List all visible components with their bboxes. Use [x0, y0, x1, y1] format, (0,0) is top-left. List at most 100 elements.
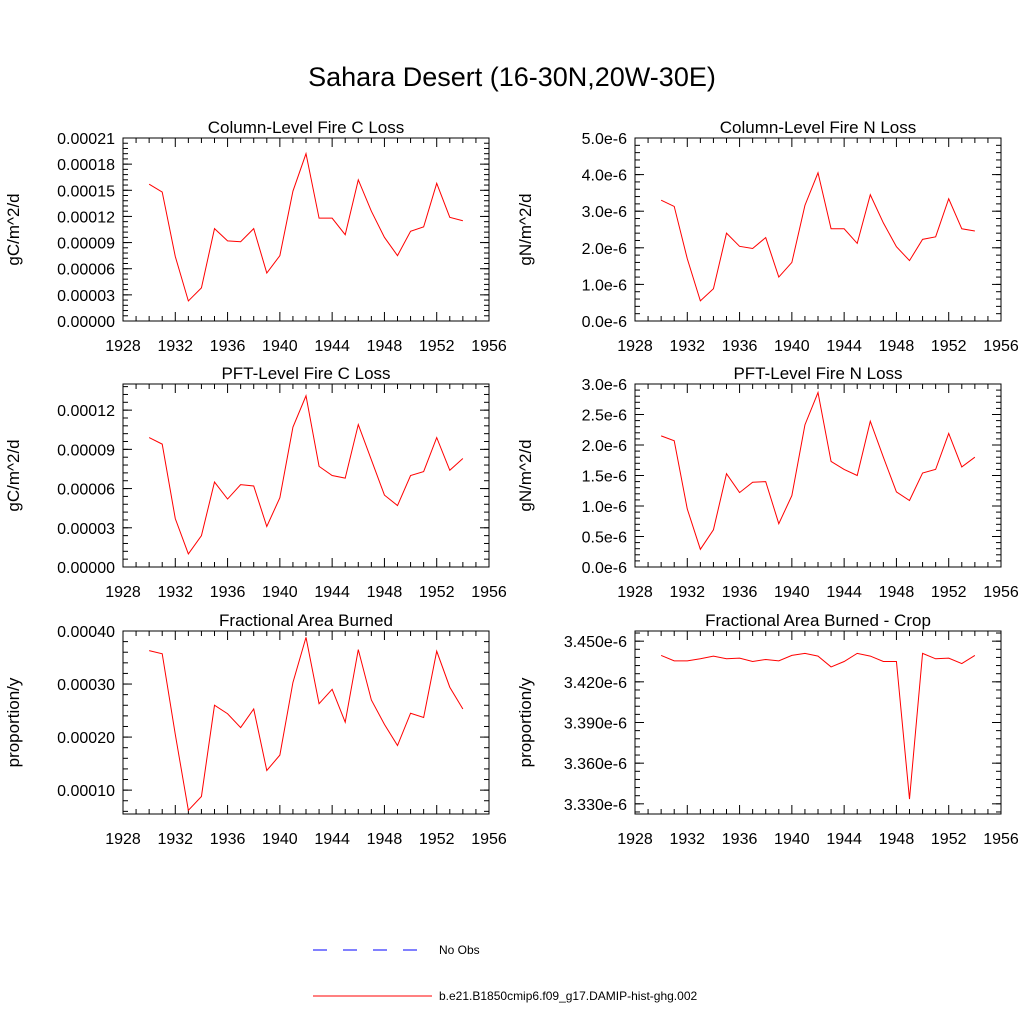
y-tick-label: 0.00018	[57, 157, 115, 174]
panel-5: Fractional Area Burned proportion/y 1928 19…	[4, 611, 507, 848]
panel-title: PFT-Level Fire C Loss	[221, 364, 390, 383]
legend: No Obs b.e21.B1850cmip6.f09_g17.DAMIP-hi…	[313, 943, 697, 1003]
panel-title: Fractional Area Burned	[219, 611, 393, 630]
x-tick-label: 1948	[879, 831, 915, 848]
y-axis-label: proportion/y	[4, 677, 23, 767]
x-tick-label: 1936	[210, 338, 246, 355]
y-axis-label: gN/m^2/d	[516, 439, 535, 511]
x-tick-label: 1956	[983, 584, 1019, 601]
x-tick-label: 1928	[105, 831, 141, 848]
x-tick-label: 1932	[157, 831, 193, 848]
x-tick-label: 1932	[669, 584, 705, 601]
panel-2: Column-Level Fire N Loss gN/m^2/d 1928 1932…	[516, 118, 1019, 355]
x-tick-label: 1936	[722, 338, 758, 355]
y-tick-label: 1.0e-6	[582, 277, 627, 294]
x-tick-label: 1944	[826, 338, 862, 355]
x-tick-label: 1948	[367, 584, 403, 601]
y-tick-label: 0.00040	[57, 624, 115, 641]
x-tick-label: 1952	[419, 584, 455, 601]
series-line	[148, 151, 463, 302]
x-tick-label: 1940	[262, 338, 298, 355]
y-tick-label: 0.00000	[57, 560, 115, 577]
y-tick-label: 0.00006	[57, 482, 115, 499]
x-tick-label: 1932	[157, 584, 193, 601]
y-tick-label: 3.330e-6	[564, 797, 627, 814]
x-tick-label: 1944	[314, 831, 350, 848]
x-tick-label: 1948	[879, 584, 915, 601]
x-tick-label: 1952	[419, 831, 455, 848]
x-tick-label: 1944	[314, 338, 350, 355]
x-tick-label: 1948	[367, 831, 403, 848]
y-tick-label: 0.00020	[57, 730, 115, 747]
plot-frame	[634, 383, 1002, 568]
panel-3: PFT-Level Fire C Loss gC/m^2/d 1928 1932 193…	[4, 364, 507, 601]
panel-6: Fractional Area Burned - Crop proportion/…	[516, 611, 1019, 848]
x-tick-label: 1944	[826, 584, 862, 601]
y-tick-label: 0.00003	[57, 521, 115, 538]
panel-title: Column-Level Fire C Loss	[208, 118, 405, 137]
y-tick-label: 3.0e-6	[582, 377, 627, 394]
plot-frame	[122, 383, 490, 568]
legend-model-label: b.e21.B1850cmip6.f09_g17.DAMIP-hist-ghg.…	[439, 989, 697, 1003]
panel-title: PFT-Level Fire N Loss	[733, 364, 902, 383]
y-tick-label: 0.0e-6	[582, 314, 627, 331]
x-tick-label: 1940	[774, 584, 810, 601]
y-tick-label: 0.00010	[57, 783, 115, 800]
y-axis-label: gC/m^2/d	[4, 439, 23, 511]
y-axis-label: proportion/y	[516, 677, 535, 767]
x-tick-label: 1932	[669, 831, 705, 848]
x-tick-label: 1940	[262, 584, 298, 601]
x-tick-label: 1944	[314, 584, 350, 601]
series-line	[660, 652, 976, 800]
y-tick-label: 0.00009	[57, 442, 115, 459]
x-tick-label: 1928	[105, 338, 141, 355]
x-tick-label: 1936	[210, 584, 246, 601]
y-tick-label: 0.00006	[57, 262, 115, 279]
x-tick-label: 1932	[157, 338, 193, 355]
x-tick-label: 1928	[617, 338, 653, 355]
x-tick-label: 1936	[210, 831, 246, 848]
y-tick-label: 3.450e-6	[564, 634, 627, 651]
x-tick-label: 1928	[617, 584, 653, 601]
x-tick-label: 1952	[419, 338, 455, 355]
plot-frame	[122, 630, 490, 815]
y-tick-label: 3.0e-6	[582, 204, 627, 221]
series-line	[660, 171, 975, 302]
y-tick-label: 0.00015	[57, 183, 115, 200]
series-line	[149, 637, 464, 812]
y-tick-label: 0.0e-6	[582, 560, 627, 577]
y-tick-label: 0.00000	[57, 314, 115, 331]
x-tick-label: 1948	[879, 338, 915, 355]
x-tick-label: 1952	[931, 584, 967, 601]
x-tick-label: 1952	[931, 338, 967, 355]
x-tick-label: 1936	[722, 584, 758, 601]
y-tick-label: 3.390e-6	[564, 716, 627, 733]
y-tick-label: 0.00003	[57, 288, 115, 305]
y-tick-label: 0.00030	[57, 677, 115, 694]
y-tick-label: 1.0e-6	[582, 499, 627, 516]
panel-title: Fractional Area Burned - Crop	[705, 611, 931, 630]
panel-4: PFT-Level Fire N Loss gN/m^2/d 1928 1932 193…	[516, 364, 1019, 601]
x-tick-label: 1952	[931, 831, 967, 848]
legend-obs-label: No Obs	[439, 943, 480, 957]
x-tick-label: 1956	[471, 338, 507, 355]
y-tick-label: 2.0e-6	[582, 241, 627, 258]
y-tick-label: 3.360e-6	[564, 756, 627, 773]
panel-title: Column-Level Fire N Loss	[720, 118, 917, 137]
panel-1: Column-Level Fire C Loss gC/m^2/d 1928 1932…	[4, 118, 507, 355]
y-tick-label: 0.00021	[57, 131, 115, 148]
y-tick-label: 4.0e-6	[582, 168, 627, 185]
y-tick-label: 0.00012	[57, 403, 115, 420]
y-axis-label: gN/m^2/d	[516, 193, 535, 265]
x-tick-label: 1928	[617, 831, 653, 848]
x-tick-label: 1956	[471, 584, 507, 601]
series-line	[660, 390, 976, 551]
x-tick-label: 1956	[983, 338, 1019, 355]
x-tick-label: 1956	[471, 831, 507, 848]
x-tick-label: 1956	[983, 831, 1019, 848]
y-tick-label: 0.00009	[57, 236, 115, 253]
figure-title: Sahara Desert (16-30N,20W-30E)	[308, 62, 716, 92]
y-tick-label: 5.0e-6	[582, 131, 627, 148]
y-tick-label: 1.5e-6	[582, 469, 627, 486]
